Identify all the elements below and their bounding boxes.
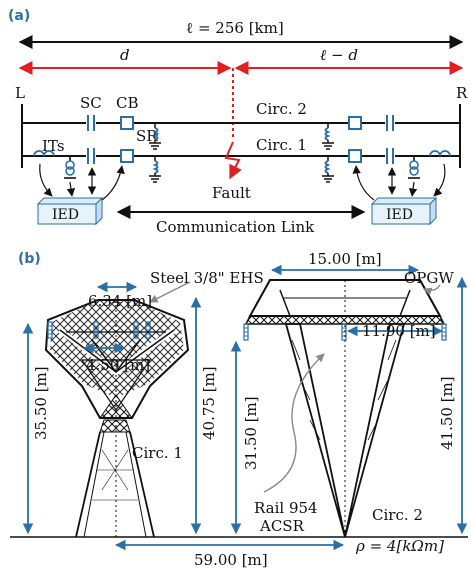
distance-d-label: d bbox=[120, 46, 130, 64]
bus-left-label: L bbox=[15, 84, 25, 102]
bus-right-label: R bbox=[456, 84, 468, 102]
ied-right-label: IED bbox=[386, 207, 413, 223]
tower-1-circuit-label: Circ. 1 bbox=[132, 444, 183, 462]
dim-40-75: 40.75 [m] bbox=[200, 366, 218, 440]
breaker-left-c1 bbox=[121, 150, 133, 162]
circuit-2-label: Circ. 2 bbox=[256, 100, 307, 118]
conductor-label-line2: ACSR bbox=[259, 517, 305, 535]
ied-right: IED bbox=[372, 198, 436, 224]
conductor-label-line1: Rail 954 bbox=[254, 499, 318, 517]
panel-b-tag: (b) bbox=[18, 251, 41, 267]
tower-circuit-1 bbox=[46, 300, 188, 537]
dim-41-50: 41.50 [m] bbox=[438, 376, 456, 450]
ied-left-label: IED bbox=[52, 207, 79, 223]
dim-31-50: 31.50 [m] bbox=[242, 396, 260, 470]
fault-lightning-icon bbox=[226, 142, 239, 178]
panel-a-tag: (a) bbox=[8, 8, 30, 24]
label-steel-ehs: Steel 3/8" EHS bbox=[150, 269, 264, 287]
breaker-left-c2 bbox=[121, 117, 133, 129]
label-opgw: OPGW bbox=[404, 269, 454, 287]
dim-6-34: 6.34 [m] bbox=[88, 292, 152, 310]
series-capacitor-right-c1 bbox=[385, 146, 395, 166]
shunt-reactor-right-c2 bbox=[322, 123, 334, 149]
signal-arrows-right bbox=[356, 164, 445, 200]
circuit-1-label: Circ. 1 bbox=[256, 136, 307, 154]
shunt-reactor-right-c1 bbox=[322, 156, 334, 182]
label-sc: SC bbox=[80, 94, 102, 112]
dim-11-90: 11.90 [m] bbox=[362, 322, 436, 340]
dim-4-50: 4.50 [m] bbox=[86, 356, 150, 374]
breaker-right-c1 bbox=[349, 150, 361, 162]
series-capacitor-right-c2 bbox=[385, 113, 395, 133]
series-capacitor-left-c1 bbox=[86, 146, 96, 166]
fault-label: Fault bbox=[212, 184, 251, 202]
callout-arrows bbox=[150, 282, 440, 492]
voltage-transformer-left bbox=[64, 156, 76, 178]
signal-arrows-left bbox=[40, 164, 122, 200]
series-capacitor-left-c2 bbox=[86, 113, 96, 133]
communication-link-label: Communication Link bbox=[156, 218, 315, 236]
dim-35-50: 35.50 [m] bbox=[32, 366, 50, 440]
shunt-reactor-left-c1 bbox=[149, 156, 161, 182]
distance-rest-label: ℓ − d bbox=[320, 46, 358, 64]
voltage-transformer-right bbox=[408, 156, 420, 178]
dim-15-00: 15.00 [m] bbox=[308, 250, 382, 268]
breaker-right-c2 bbox=[349, 117, 361, 129]
soil-resistivity-label: ρ = 4[kΩm] bbox=[355, 537, 444, 555]
ied-left: IED bbox=[38, 198, 102, 224]
dim-59-00: 59.00 [m] bbox=[194, 551, 268, 569]
label-cb: CB bbox=[116, 94, 139, 112]
tower-2-circuit-label: Circ. 2 bbox=[372, 506, 423, 524]
total-length-label: ℓ = 256 [km] bbox=[186, 19, 284, 37]
